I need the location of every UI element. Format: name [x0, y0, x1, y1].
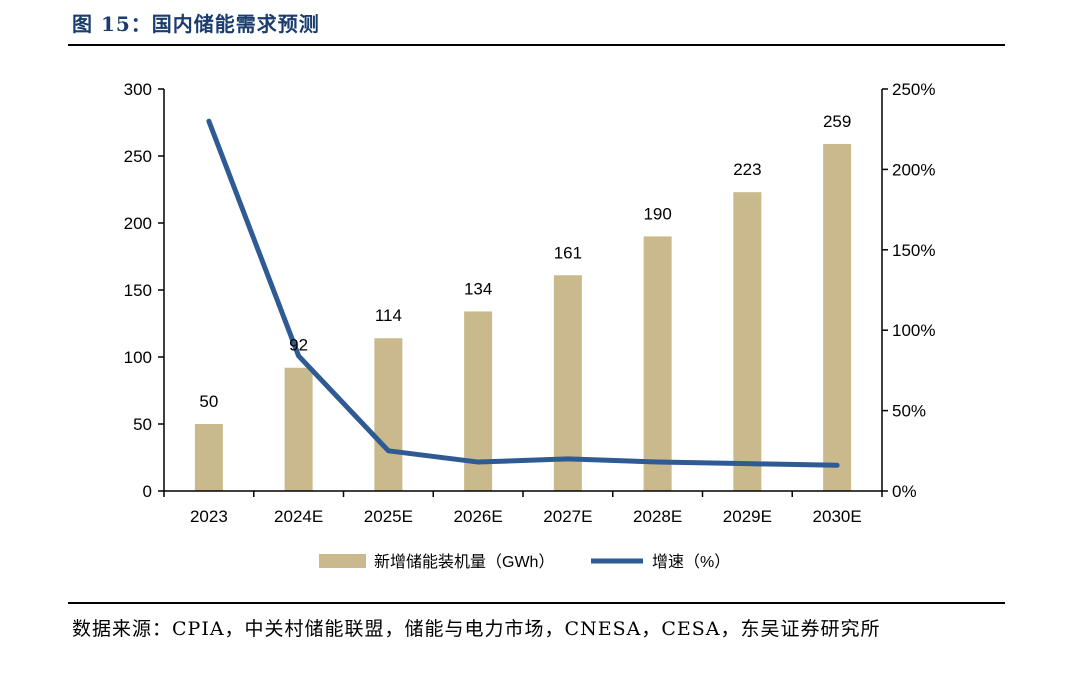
x-tick-label: 2027E — [543, 507, 592, 526]
bar-value-label: 223 — [733, 160, 761, 179]
x-tick-label: 2029E — [723, 507, 772, 526]
source-note: 数据来源：CPIA，中关村储能联盟，储能与电力市场，CNESA，CESA，东吴证… — [72, 618, 881, 640]
bar-value-label: 134 — [464, 279, 492, 298]
x-tick-label: 2023 — [190, 507, 228, 526]
y-right-tick-label: 100% — [892, 321, 935, 340]
bar-value-label: 114 — [375, 306, 402, 325]
x-tick-label: 2024E — [274, 507, 323, 526]
y-left-tick-label: 100 — [124, 348, 152, 367]
x-tick-label: 2026E — [454, 507, 503, 526]
y-right-tick-label: 150% — [892, 241, 935, 260]
legend-line-label: 增速（%） — [652, 553, 730, 571]
legend-bar-swatch — [319, 554, 366, 568]
y-left-tick-label: 200 — [124, 214, 152, 233]
y-left-tick-label: 300 — [124, 80, 152, 99]
bar-value-label: 259 — [823, 112, 851, 131]
bar-2025E — [374, 338, 403, 491]
y-left-tick-label: 150 — [124, 281, 152, 300]
y-right-tick-label: 0% — [892, 482, 917, 501]
y-right-tick-label: 200% — [892, 160, 935, 179]
x-tick-label: 2025E — [364, 507, 413, 526]
bar-2030E — [823, 143, 852, 491]
bar-value-label: 50 — [199, 392, 218, 411]
bar-value-label: 92 — [289, 336, 308, 355]
x-tick-label: 2028E — [633, 507, 682, 526]
legend-bar-label: 新增储能装机量（GWh） — [374, 553, 554, 571]
y-right-tick-label: 250% — [892, 80, 935, 99]
growth-line — [206, 118, 840, 468]
y-left-tick-label: 250 — [124, 147, 152, 166]
y-left-tick-label: 50 — [133, 415, 152, 434]
top-rule — [68, 44, 1005, 46]
bar-2028E — [643, 236, 672, 491]
bar-2023 — [194, 424, 223, 491]
x-tick-label: 2030E — [813, 507, 862, 526]
bar-value-label: 161 — [554, 243, 582, 262]
bottom-rule — [68, 602, 1005, 604]
figure-title: 图 15：国内储能需求预测 — [72, 12, 320, 36]
bar-value-label: 190 — [643, 204, 671, 223]
bar-2029E — [733, 192, 762, 491]
bar-2027E — [553, 275, 582, 491]
bar-2024E — [284, 367, 313, 491]
y-right-tick-label: 50% — [892, 402, 926, 421]
y-left-tick-label: 0 — [143, 482, 152, 501]
